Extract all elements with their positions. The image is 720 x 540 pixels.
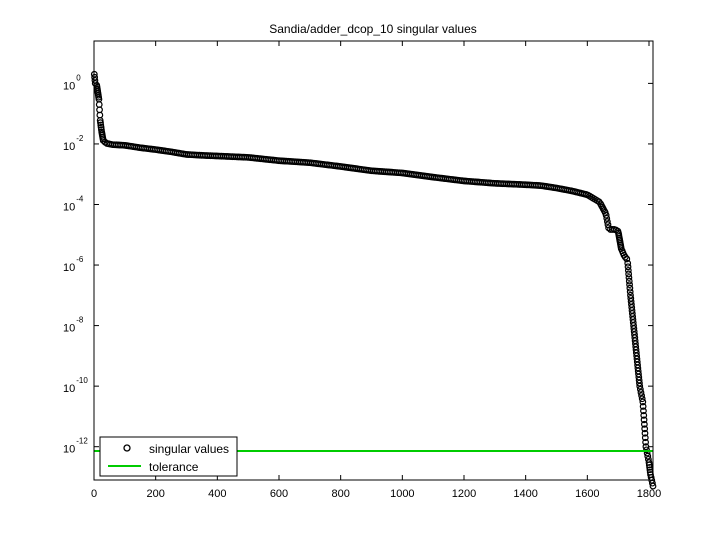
singular-value-point bbox=[624, 259, 632, 267]
singular-value-point bbox=[638, 395, 646, 403]
singular-value-point bbox=[641, 429, 649, 437]
singular-value-point bbox=[626, 284, 634, 292]
x-tick-label: 1400 bbox=[513, 488, 537, 500]
singular-value-point bbox=[603, 214, 611, 222]
singular-value-point bbox=[623, 255, 631, 263]
singular-values-series bbox=[90, 70, 657, 490]
singular-value-point bbox=[624, 266, 632, 274]
x-tick-label: 0 bbox=[91, 488, 97, 500]
y-tick-label: 10-12 bbox=[63, 437, 88, 456]
y-tick-label: 10-10 bbox=[63, 376, 88, 395]
x-tick-label: 1800 bbox=[637, 488, 661, 500]
singular-value-point bbox=[636, 379, 643, 387]
singular-value-point bbox=[639, 403, 647, 410]
singular-value-point bbox=[626, 281, 633, 289]
singular-value-point bbox=[642, 438, 649, 446]
singular-value-point bbox=[646, 463, 654, 471]
x-tick-label: 200 bbox=[146, 488, 164, 500]
legend-marker-singular-values bbox=[123, 444, 131, 452]
singular-value-point bbox=[645, 461, 653, 469]
y-tick-exponent: -2 bbox=[76, 134, 84, 143]
singular-value-point bbox=[640, 407, 647, 415]
singular-value-point bbox=[645, 459, 653, 466]
x-tick-label: 1600 bbox=[575, 488, 599, 500]
singular-value-point bbox=[625, 277, 633, 285]
singular-value-point bbox=[637, 389, 645, 396]
singular-value-point bbox=[640, 416, 648, 424]
y-tick-exponent: -10 bbox=[76, 376, 88, 385]
x-tick-label: 400 bbox=[208, 488, 226, 500]
x-tick-label: 1000 bbox=[390, 488, 414, 500]
x-axis: 0 200 400 600 800 1000 1200 1400 1600 1800 bbox=[91, 41, 661, 500]
singular-value-point bbox=[636, 385, 644, 393]
singular-value-point bbox=[626, 288, 634, 296]
y-tick-label: 100 bbox=[63, 73, 81, 92]
singular-value-point bbox=[644, 452, 652, 460]
singular-value-point bbox=[624, 263, 632, 271]
singular-value-point bbox=[638, 392, 645, 400]
plot-frame bbox=[93, 40, 654, 481]
x-tick-label: 800 bbox=[331, 488, 349, 500]
y-tick-exponent: -12 bbox=[76, 437, 88, 446]
singular-value-point bbox=[602, 211, 610, 219]
y-tick-exponent: -8 bbox=[76, 316, 84, 325]
singular-value-point bbox=[643, 446, 650, 454]
x-tick-label: 1200 bbox=[452, 488, 476, 500]
y-tick-label: 10-2 bbox=[63, 134, 84, 153]
x-tick-label: 600 bbox=[270, 488, 288, 500]
singular-value-point bbox=[625, 270, 633, 278]
legend-box bbox=[99, 436, 238, 477]
singular-value-point bbox=[625, 274, 633, 281]
plot-area bbox=[94, 41, 653, 480]
legend: singular values tolerance bbox=[99, 436, 238, 477]
legend-label-tolerance: tolerance bbox=[149, 460, 199, 474]
y-tick-label: 10-8 bbox=[63, 316, 84, 335]
y-tick-label: 10-4 bbox=[63, 194, 84, 213]
legend-label-singular-values: singular values bbox=[149, 442, 229, 456]
singular-value-point bbox=[636, 382, 644, 390]
singular-value-point bbox=[641, 425, 649, 433]
singular-value-point bbox=[603, 218, 611, 225]
singular-value-point bbox=[621, 253, 629, 261]
singular-value-point bbox=[641, 434, 649, 442]
y-tick-exponent: 0 bbox=[76, 73, 81, 82]
singular-value-point bbox=[649, 482, 657, 490]
singular-value-point bbox=[640, 411, 648, 419]
y-tick-exponent: -6 bbox=[76, 255, 84, 264]
singular-value-point bbox=[639, 398, 647, 406]
y-tick-label: 10-6 bbox=[63, 255, 84, 274]
y-tick-exponent: -4 bbox=[76, 194, 84, 203]
singular-value-point bbox=[640, 420, 648, 428]
chart-title: Sandia/adder_dcop_10 singular values bbox=[269, 22, 477, 36]
